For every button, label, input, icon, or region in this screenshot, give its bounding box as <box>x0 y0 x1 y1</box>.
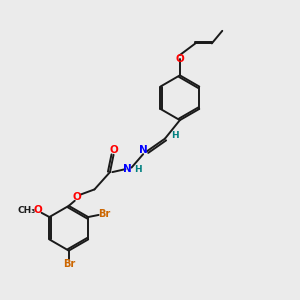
Text: O: O <box>176 54 184 64</box>
Text: Br: Br <box>63 259 75 269</box>
Text: N: N <box>139 145 148 155</box>
Text: O: O <box>109 145 118 155</box>
Text: CH₃: CH₃ <box>18 206 36 215</box>
Text: H: H <box>171 131 178 140</box>
Text: Br: Br <box>98 209 111 219</box>
Text: O: O <box>33 206 42 215</box>
Text: O: O <box>73 192 82 202</box>
Text: H: H <box>134 165 142 174</box>
Text: N: N <box>123 164 132 174</box>
